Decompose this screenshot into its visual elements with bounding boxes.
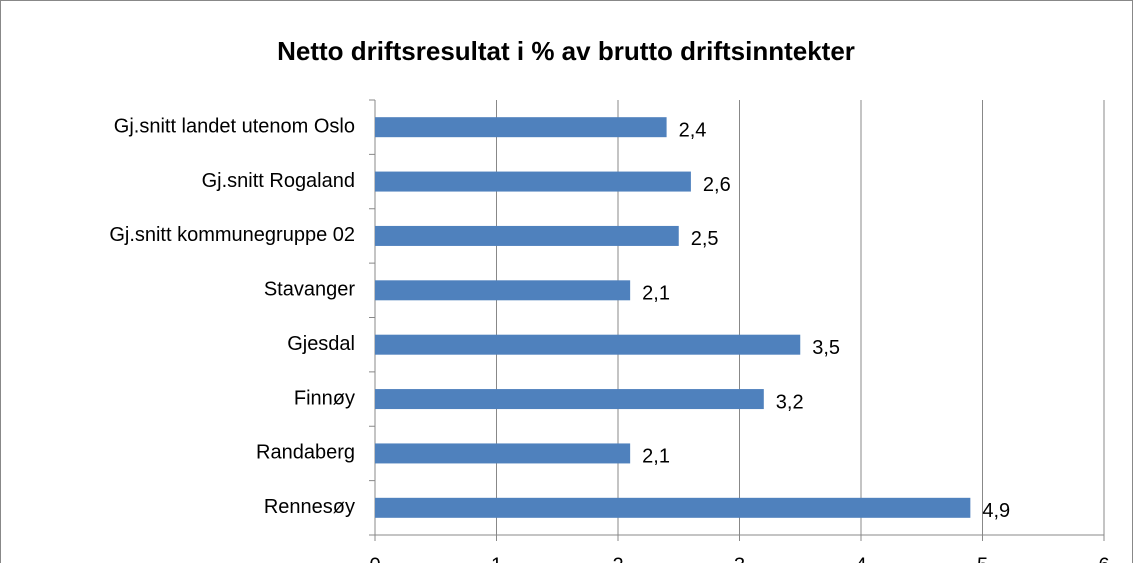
y-tick-label: Finnøy	[294, 387, 355, 409]
y-tick-label: Stavanger	[264, 279, 356, 301]
x-tick-label: 5	[977, 554, 988, 563]
bar	[375, 225, 679, 246]
data-label: 3,5	[812, 337, 840, 359]
data-label: 3,2	[776, 391, 804, 413]
data-label: 2,5	[691, 228, 719, 250]
y-tick-label: Gj.snitt Rogaland	[202, 170, 355, 192]
bar	[375, 443, 631, 464]
x-tick-label: 1	[491, 554, 502, 563]
data-label: 2,1	[642, 283, 670, 305]
y-tick-label: Rennesøy	[264, 496, 355, 518]
data-label: 2,1	[642, 446, 670, 468]
data-label: 2,4	[679, 119, 707, 141]
y-tick-label: Gj.snitt landet utenom Oslo	[114, 115, 355, 137]
bar	[375, 171, 691, 192]
y-tick-label: Gjesdal	[287, 333, 355, 355]
y-tick-label: Gj.snitt kommunegruppe 02	[109, 224, 355, 246]
chart-title: Netto driftsresultat i % av brutto drift…	[277, 36, 855, 66]
bar	[375, 497, 971, 518]
bar	[375, 117, 667, 138]
bar	[375, 389, 764, 410]
x-tick-label: 0	[369, 554, 380, 563]
bar	[375, 334, 801, 355]
data-label: 2,6	[703, 174, 731, 196]
y-tick-label: Randaberg	[256, 442, 355, 464]
bar	[375, 280, 631, 301]
x-tick-label: 2	[612, 554, 623, 563]
data-label: 4,9	[982, 500, 1010, 522]
x-tick-label: 3	[734, 554, 745, 563]
x-tick-label: 6	[1098, 554, 1109, 563]
x-tick-label: 4	[855, 554, 866, 563]
